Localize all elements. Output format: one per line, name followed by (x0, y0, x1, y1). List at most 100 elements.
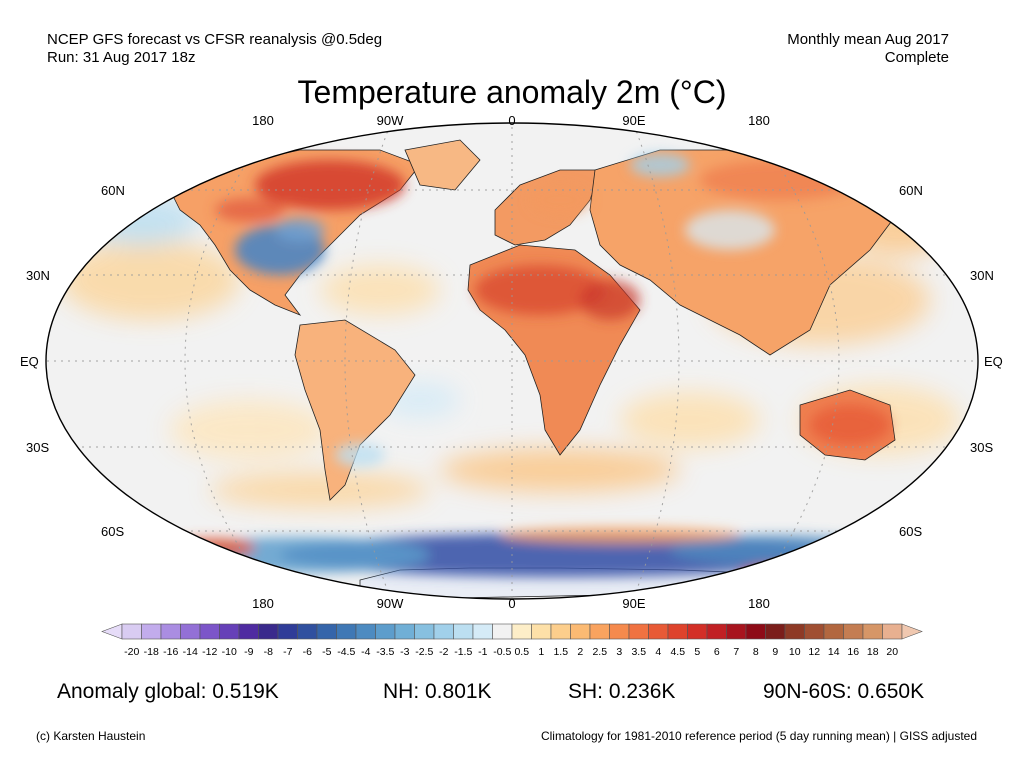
credit-label: (c) Karsten Haustein (36, 729, 146, 743)
colorbar-tick-label: -2.5 (415, 646, 433, 658)
lat-label-left-eq: EQ (20, 354, 39, 369)
anomaly-sahara (475, 265, 605, 315)
colorbar-swatch (667, 623, 688, 640)
map-title: Temperature anomaly 2m (°C) (297, 74, 727, 110)
colorbar-swatch (745, 623, 766, 640)
colorbar-swatch (277, 623, 298, 640)
colorbar-tick-label: 5 (694, 646, 700, 658)
climatology-note: Climatology for 1981-2010 reference peri… (540, 729, 977, 743)
lon-label-bottom-90e: 90E (622, 596, 646, 611)
colorbar-swatch (219, 623, 240, 640)
lat-label-left-60s: 60S (101, 524, 125, 539)
colorbar-tick-label: 4.5 (670, 646, 685, 658)
colorbar-under-arrow (101, 623, 123, 640)
colorbar-tick-label: -0.5 (493, 646, 511, 658)
colorbar-tick-label: 18 (867, 646, 879, 658)
colorbar-swatch (628, 623, 649, 640)
colorbar-tick-label: -7 (283, 646, 292, 658)
lon-label-top-90e: 90E (622, 113, 646, 128)
lon-label-top-180e: 180 (748, 113, 770, 128)
model-run-title: NCEP GFS forecast vs CFSR reanalysis @0.… (47, 31, 383, 48)
colorbar-tick-label: -6 (303, 646, 312, 658)
lat-label-right-60s: 60S (899, 524, 923, 539)
colorbar-tick-label: 1.5 (553, 646, 568, 658)
colorbar-swatch (141, 623, 162, 640)
colorbar-tick-label: -4.5 (337, 646, 355, 658)
colorbar-swatch (316, 623, 337, 640)
lat-label-left-30n: 30N (26, 268, 50, 283)
colorbar-swatch (687, 623, 708, 640)
stat-global: Anomaly global: 0.519K (57, 680, 279, 703)
colorbar-swatch (882, 623, 903, 640)
colorbar-tick-label: -18 (144, 646, 159, 658)
anomaly-northern-canada (255, 160, 405, 210)
colorbar-swatch (238, 623, 259, 640)
colorbar-tick-label: 20 (886, 646, 898, 658)
colorbar-tick-label: 14 (828, 646, 840, 658)
colorbar-tick-label: 10 (789, 646, 801, 658)
lon-label-top-90w: 90W (376, 113, 404, 128)
lat-label-right-60n: 60N (899, 183, 923, 198)
colorbar-tick-label: -8 (264, 646, 273, 658)
world-map (45, 122, 979, 600)
colorbar-swatch (472, 623, 493, 640)
south-america (294, 319, 416, 501)
colorbar-tick-label: -12 (202, 646, 217, 658)
anomaly-australia (810, 405, 890, 445)
colorbar-tick-label: -9 (244, 646, 253, 658)
run-time-label: Run: 31 Aug 2017 18z (47, 49, 196, 66)
colorbar: -20 -18 -16 -14 -12 -10 -9 -8 -7 -6 -5 -4.5 -4 -3.5 -3… (101, 623, 923, 658)
colorbar-tick-label: 0.5 (514, 646, 529, 658)
colorbar-tick-label: 1 (538, 646, 544, 658)
colorbar-swatch (394, 623, 415, 640)
colorbar-swatch (823, 623, 844, 640)
colorbar-swatch (180, 623, 201, 640)
colorbar-swatch (297, 623, 318, 640)
colorbar-swatch (550, 623, 571, 640)
colorbar-tick-label: -2 (439, 646, 448, 658)
colorbar-tick-label: -20 (124, 646, 139, 658)
colorbar-tick-label: -14 (183, 646, 198, 658)
colorbar-tick-label: 8 (753, 646, 759, 658)
colorbar-tick-label: 6 (714, 646, 720, 658)
lon-label-bottom-180e: 180 (748, 596, 770, 611)
colorbar-tick-label: -1.5 (454, 646, 472, 658)
graticule (46, 123, 978, 599)
colorbar-tick-label: -10 (222, 646, 237, 658)
lat-label-right-30s: 30S (970, 440, 994, 455)
colorbar-swatch (199, 623, 220, 640)
colorbar-tick-label: -5 (322, 646, 331, 658)
colorbar-swatch (589, 623, 610, 640)
colorbar-tick-label: -1 (478, 646, 487, 658)
colorbar-tick-label: 16 (847, 646, 859, 658)
lon-label-bottom-180w: 180 (252, 596, 274, 611)
period-label: Monthly mean Aug 2017 (787, 31, 949, 48)
colorbar-swatch (121, 623, 142, 640)
lat-label-left-60n: 60N (101, 183, 125, 198)
colorbar-swatch (160, 623, 181, 640)
colorbar-tick-label: -3 (400, 646, 409, 658)
colorbar-swatch (706, 623, 727, 640)
lat-label-right-30n: 30N (970, 268, 994, 283)
colorbar-swatch (570, 623, 591, 640)
lon-label-top-180w: 180 (252, 113, 274, 128)
colorbar-swatch (375, 623, 396, 640)
colorbar-tick-label: 12 (808, 646, 820, 658)
colorbar-swatch (609, 623, 630, 640)
colorbar-tick-label: 7 (733, 646, 739, 658)
lon-label-bottom-0: 0 (508, 596, 516, 611)
colorbar-swatch (843, 623, 864, 640)
colorbar-tick-label: -16 (163, 646, 178, 658)
colorbar-swatch (765, 623, 786, 640)
colorbar-tick-label: -4 (361, 646, 370, 658)
colorbar-swatch (648, 623, 669, 640)
stat-sh: SH: 0.236K (568, 680, 676, 703)
colorbar-swatch (258, 623, 279, 640)
lon-label-top-0: 0 (508, 113, 516, 128)
lat-label-right-eq: EQ (984, 354, 1003, 369)
status-label: Complete (884, 49, 949, 66)
stat-nh: NH: 0.801K (383, 680, 492, 703)
lat-label-left-30s: 30S (26, 440, 50, 455)
colorbar-tick-label: 2 (577, 646, 583, 658)
colorbar-over-arrow (901, 623, 923, 640)
